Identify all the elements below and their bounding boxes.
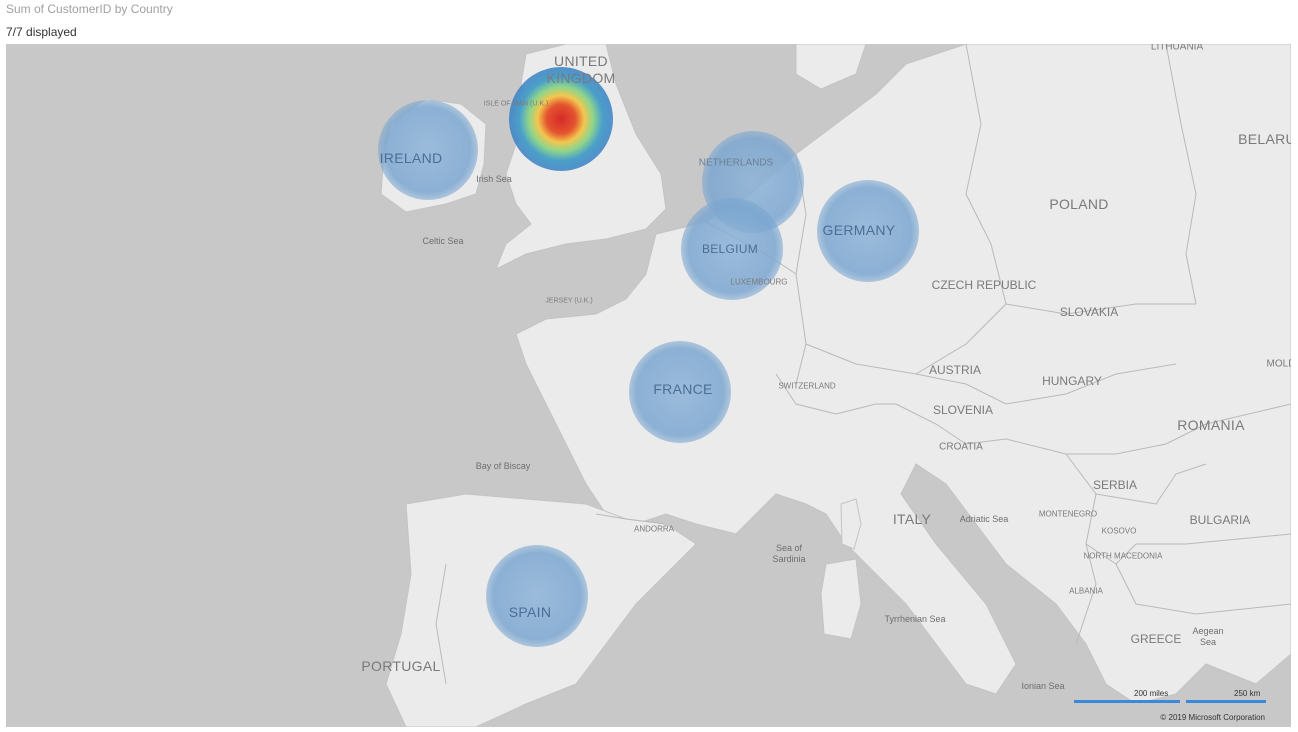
label-austria: AUSTRIA xyxy=(928,363,982,377)
label-czech-republic: CZECH REPUBLIC xyxy=(931,278,1037,292)
land-sardinia xyxy=(820,558,862,640)
land-corsica xyxy=(840,498,862,550)
bubble-germany xyxy=(817,180,919,282)
label-andorra: ANDORRA xyxy=(633,524,675,534)
label-belgium: BELGIUM xyxy=(701,242,759,256)
label-irish-sea: Irish Sea xyxy=(476,174,512,184)
bubble-ireland xyxy=(378,100,478,200)
bubble-layer xyxy=(378,67,919,647)
label-moldova: MOLD xyxy=(1266,358,1291,370)
map-svg xyxy=(378,44,1291,727)
map-copyright: © 2019 Microsoft Corporation xyxy=(1160,713,1265,722)
label-romania: ROMANIA xyxy=(1177,417,1245,433)
label-bulgaria: BULGARIA xyxy=(1189,513,1251,527)
label-greece: GREECE xyxy=(1130,632,1182,646)
label-uk-line2: KINGDOM xyxy=(546,70,616,86)
label-montenegro: MONTENEGRO xyxy=(1038,509,1098,519)
label-hungary: HUNGARY xyxy=(1042,374,1102,388)
label-slovenia: SLOVENIA xyxy=(932,403,994,417)
bubble-united-kingdom xyxy=(509,67,613,171)
land-mainland xyxy=(515,44,1291,705)
label-uk-line1: UNITED xyxy=(554,53,608,69)
label-north-macedonia: NORTH MACEDONIA xyxy=(1083,551,1163,561)
map-canvas[interactable]: UNITED KINGDOM ISLE OF MAN (U.K.) IRELAN… xyxy=(6,44,1291,727)
visual-title: Sum of CustomerID by Country xyxy=(6,2,173,16)
label-france: FRANCE xyxy=(653,381,713,397)
scale-bar-km xyxy=(1186,700,1266,703)
bubble-france xyxy=(629,341,731,443)
label-germany: GERMANY xyxy=(822,222,896,238)
label-croatia: CROATIA xyxy=(939,441,983,453)
label-ireland: IRELAND xyxy=(379,150,443,166)
scale-miles-label: 200 miles xyxy=(1134,689,1169,698)
label-poland: POLAND xyxy=(1049,196,1109,212)
label-aegean-line1: Aegean xyxy=(1192,626,1224,636)
label-jersey: JERSEY (U.K.) xyxy=(545,297,593,305)
label-ionian-sea: Ionian Sea xyxy=(1021,681,1065,691)
scale-km-label: 250 km xyxy=(1234,689,1261,698)
label-tyrrhenian-sea: Tyrrhenian Sea xyxy=(884,614,946,624)
label-bay-of-biscay: Bay of Biscay xyxy=(475,461,531,471)
scale-bar-miles xyxy=(1074,700,1180,703)
land-scandinavia xyxy=(795,44,867,90)
label-portugal: PORTUGAL xyxy=(361,658,441,674)
label-isle-of-man: ISLE OF MAN (U.K.) xyxy=(483,100,549,108)
label-sardinia-line2: Sardinia xyxy=(772,554,806,564)
label-celtic-sea: Celtic Sea xyxy=(422,236,464,246)
label-luxembourg: LUXEMBOURG xyxy=(730,277,788,287)
bubble-spain xyxy=(486,545,588,647)
label-switzerland: SWITZERLAND xyxy=(778,381,836,391)
label-netherlands: NETHERLANDS xyxy=(698,157,774,169)
label-kosovo: KOSOVO xyxy=(1101,526,1137,536)
label-spain: SPAIN xyxy=(508,604,552,620)
label-belarus: BELARU xyxy=(1238,131,1291,147)
label-lithuania: LITHUANIA xyxy=(1150,44,1204,53)
label-slovakia: SLOVAKIA xyxy=(1059,305,1119,319)
label-serbia: SERBIA xyxy=(1092,478,1138,492)
label-aegean-line2: Sea xyxy=(1199,637,1217,647)
bubble-belgium xyxy=(681,198,783,300)
label-italy: ITALY xyxy=(892,511,932,527)
label-adriatic-sea: Adriatic Sea xyxy=(959,514,1009,524)
displayed-count: 7/7 displayed xyxy=(6,25,77,39)
label-albania: ALBANIA xyxy=(1069,586,1103,596)
label-sardinia-line1: Sea of xyxy=(775,543,803,553)
